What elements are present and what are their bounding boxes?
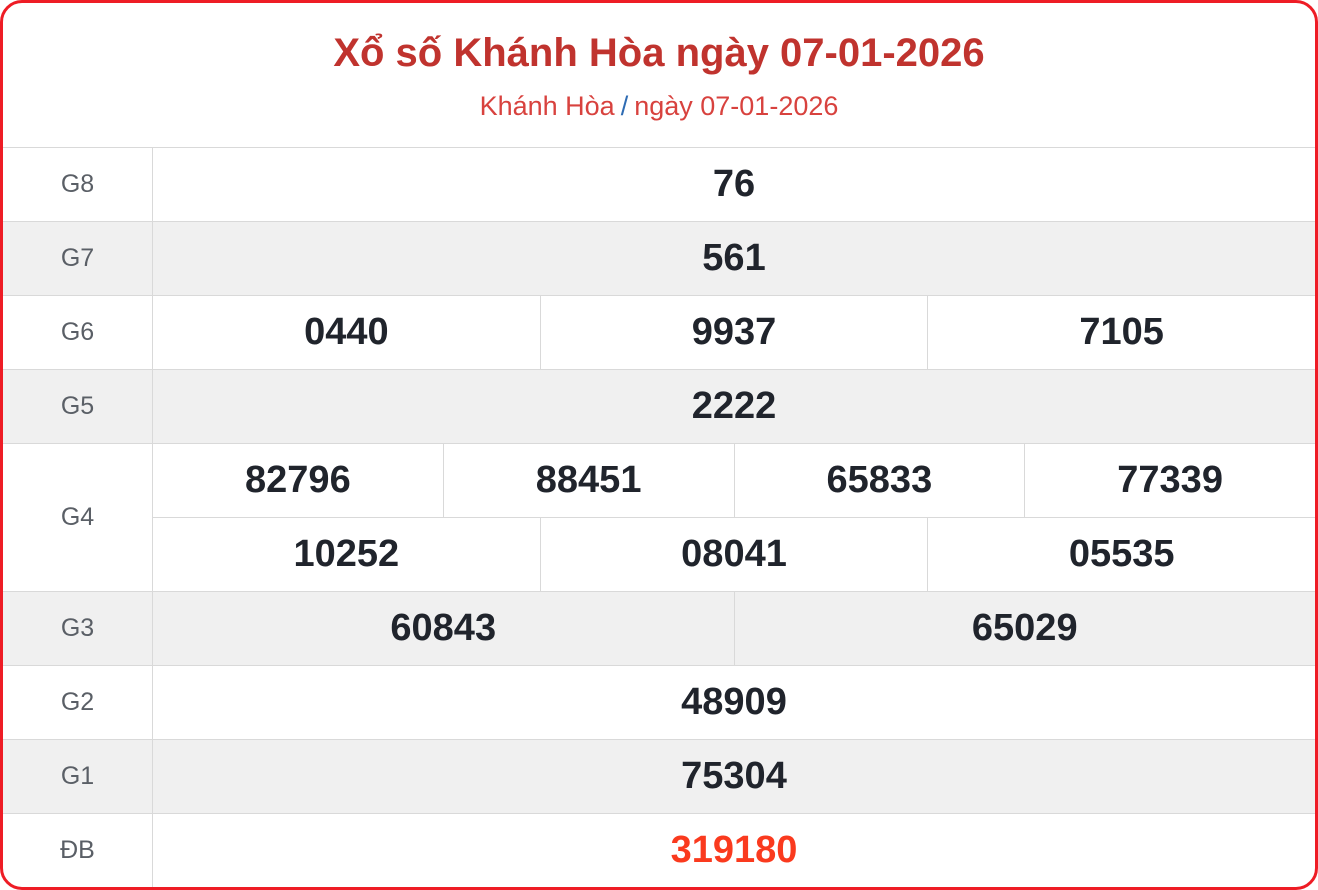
prize-value: 82796 [153,444,444,517]
prize-row-g1: G1 75304 [3,739,1315,813]
results-header: Xổ số Khánh Hòa ngày 07-01-2026 Khánh Hò… [3,3,1315,147]
prize-label: G6 [3,296,153,369]
prize-label: G1 [3,740,153,813]
prize-value: 88451 [444,444,735,517]
prize-row-g8: G8 76 [3,147,1315,221]
prize-value: 60843 [153,592,735,665]
prize-label: G7 [3,222,153,295]
prize-row-g3: G3 60843 65029 [3,591,1315,665]
prize-value: 9937 [541,296,929,369]
prize-value: 65029 [971,607,1078,649]
prize-value: 10252 [153,518,541,591]
prize-label: G8 [3,148,153,221]
prize-label: ĐB [3,814,153,887]
prize-value: 08041 [541,518,929,591]
prize-subrow-g4-1: 82796 88451 65833 77339 [153,444,1315,517]
prize-label: G4 [3,444,153,591]
prize-label: G3 [3,592,153,665]
special-prize-value: 319180 [670,829,798,871]
prize-value: 48909 [681,681,787,723]
breadcrumb-date: ngày 07-01-2026 [634,91,839,121]
prize-row-g5: G5 2222 [3,369,1315,443]
prize-row-g7: G7 561 [3,221,1315,295]
prize-label: G2 [3,666,153,739]
prize-value: 05535 [1068,533,1175,575]
prize-subrow-g4-2: 10252 08041 05535 [153,517,1315,591]
prize-row-g4: G4 82796 88451 65833 77339 10252 08041 0… [3,443,1315,591]
prize-value: 0440 [153,296,541,369]
prize-value: 561 [702,237,766,279]
prize-value: 7105 [1079,311,1164,353]
prize-value: 2222 [691,385,777,427]
prize-value: 75304 [681,755,787,797]
prize-row-g2: G2 48909 [3,665,1315,739]
breadcrumb-separator: / [620,91,629,121]
prize-table: G8 76 G7 561 G6 0440 9937 7105 G5 2222 [3,147,1315,887]
breadcrumb: Khánh Hòa / ngày 07-01-2026 [3,91,1315,122]
page-title: Xổ số Khánh Hòa ngày 07-01-2026 [333,31,985,75]
prize-value: 76 [712,163,756,205]
prize-row-g6: G6 0440 9937 7105 [3,295,1315,369]
prize-row-db: ĐB 319180 [3,813,1315,887]
prize-value: 65833 [735,444,1026,517]
prize-value: 77339 [1117,459,1223,501]
breadcrumb-region: Khánh Hòa [479,91,615,121]
prize-label: G5 [3,370,153,443]
